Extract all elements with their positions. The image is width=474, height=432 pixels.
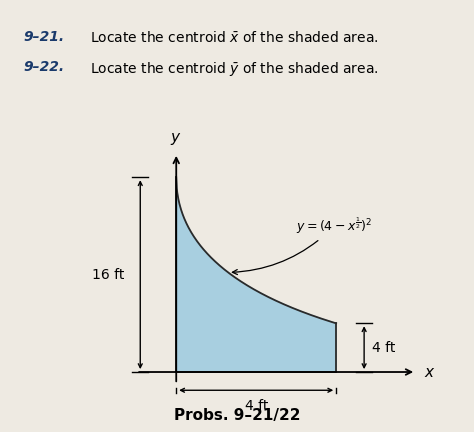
Text: 9–21.: 9–21. [24, 30, 65, 44]
Text: $x$: $x$ [424, 365, 436, 379]
Text: 4 ft: 4 ft [372, 341, 395, 355]
Text: $y$: $y$ [171, 131, 182, 147]
Text: Locate the centroid $\bar{x}$ of the shaded area.: Locate the centroid $\bar{x}$ of the sha… [90, 30, 378, 45]
Text: 16 ft: 16 ft [92, 268, 124, 282]
Text: 4 ft: 4 ft [245, 399, 268, 413]
Text: 9–22.: 9–22. [24, 60, 65, 74]
Text: Probs. 9–21/22: Probs. 9–21/22 [174, 408, 300, 423]
Text: Locate the centroid $\bar{y}$ of the shaded area.: Locate the centroid $\bar{y}$ of the sha… [90, 60, 378, 79]
Text: $y = (4 - x^{\frac{1}{2}})^2$: $y = (4 - x^{\frac{1}{2}})^2$ [232, 216, 372, 275]
Polygon shape [176, 177, 336, 372]
